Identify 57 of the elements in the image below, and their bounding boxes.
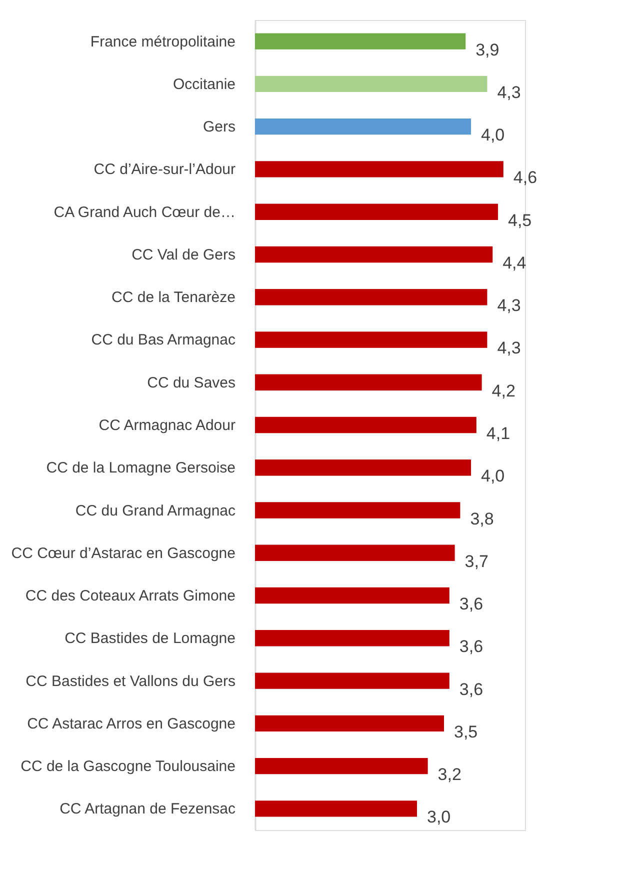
data-label: 3,7 [464,552,488,571]
bar [255,332,488,348]
y-tick-label: CC Cœur d’Astarac en Gascogne [11,544,236,562]
y-tick-label: CC Artagnan de Fezensac [60,800,236,818]
data-label: 4,3 [497,296,521,316]
y-tick-label: CA Grand Auch Cœur de… [54,204,236,221]
y-tick-label: CC Armagnac Adour [98,417,236,434]
bar [255,460,471,476]
bar [255,374,482,390]
y-tick-label: Occitanie [172,76,236,93]
bar [255,76,488,92]
y-tick-label: CC du Grand Armagnac [75,502,236,520]
data-label: 4,1 [486,424,510,443]
data-label: 4,2 [492,381,516,400]
data-label: 3,6 [459,680,484,699]
bar [255,587,450,604]
data-label: 4,0 [481,126,505,145]
data-label: 3,0 [427,808,451,827]
data-label: 3,6 [459,637,484,656]
y-tick-label: CC des Coteaux Arrats Gimone [25,588,236,605]
y-tick-label: France métropolitaine [90,33,236,50]
y-tick-label: CC de la Gascogne Toulousaine [20,758,236,776]
bar [255,204,498,220]
bar [255,502,460,518]
y-tick-label: CC Bastides de Lomagne [64,630,236,648]
data-label: 4,3 [497,82,521,102]
data-label: 4,5 [508,210,532,230]
data-label: 4,0 [481,466,505,486]
bar [255,544,455,561]
y-tick-label: CC de la Lomagne Gersoise [46,460,236,477]
bar [255,118,471,135]
data-label: 3,8 [470,509,494,528]
y-tick-label: CC Astarac Arros en Gascogne [27,715,236,732]
bar [255,33,466,50]
y-tick-label: Gers [202,118,236,136]
data-label: 3,6 [459,594,484,614]
data-label: 4,6 [513,168,538,188]
bar [255,800,417,817]
bar [255,630,450,646]
y-tick-label: CC du Saves [147,374,236,392]
y-tick-label: CC d’Aire-sur-l’Adour [94,161,236,178]
y-tick-label: CC de la Tenarèze [112,289,236,306]
y-tick-label: CC Bastides et Vallons du Gers [26,672,236,690]
data-label: 4,3 [497,338,521,358]
data-label: 3,9 [476,40,500,60]
y-tick-label: CC du Bas Armagnac [91,332,236,349]
bar [255,246,493,263]
bar [255,672,450,689]
bar [255,161,504,178]
y-tick-label: CC Val de Gers [132,246,236,264]
data-label: 3,2 [438,765,462,784]
data-label: 3,5 [454,722,478,742]
data-label: 4,4 [502,253,526,272]
bar [255,715,444,732]
bar [255,416,476,434]
bar [255,758,428,774]
bar [255,289,488,306]
